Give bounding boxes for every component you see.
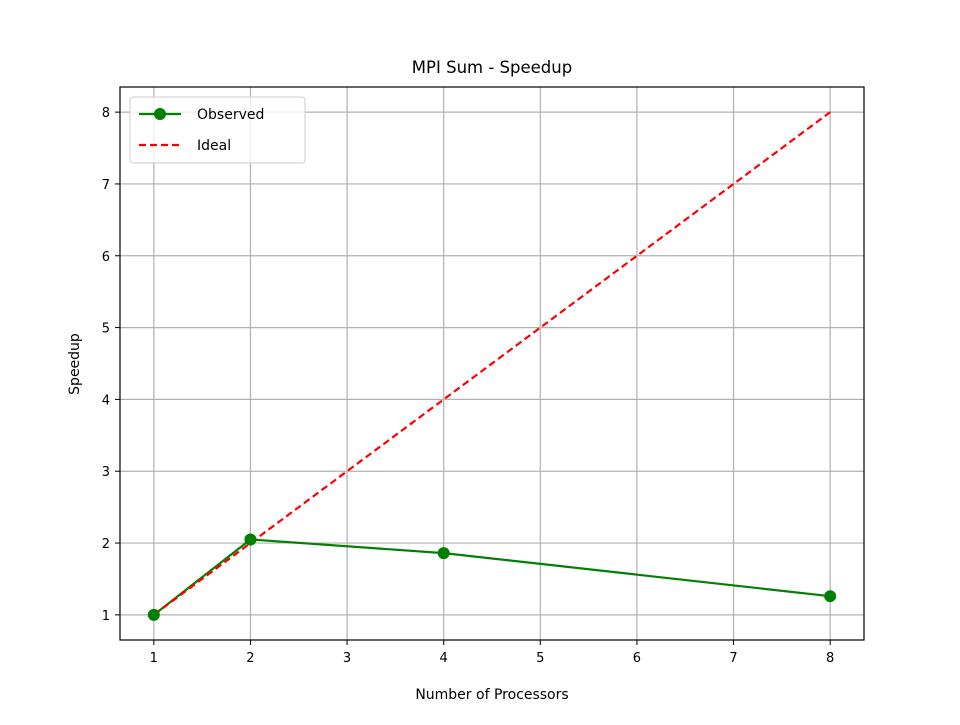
y-axis-label: Speedup — [67, 333, 83, 395]
series-layer — [147, 111, 837, 621]
data-point-observed — [244, 533, 257, 546]
y-tick-label: 4 — [102, 393, 110, 408]
x-tick-label: 7 — [729, 651, 737, 666]
data-point-observed — [437, 547, 450, 560]
x-tick-label: 2 — [246, 651, 254, 666]
y-tick-label: 7 — [102, 178, 110, 193]
legend-ideal-label: Ideal — [197, 138, 231, 154]
data-point-observed — [824, 590, 837, 603]
x-axis-label: Number of Processors — [415, 687, 568, 703]
y-tick-label: 5 — [102, 322, 110, 337]
legend-observed-label: Observed — [197, 107, 264, 123]
series-line-ideal — [153, 111, 831, 616]
chart-title: MPI Sum - Speedup — [412, 58, 572, 77]
y-tick-label: 2 — [102, 537, 110, 552]
y-tick-label: 6 — [102, 250, 110, 265]
y-tick-label: 3 — [102, 465, 110, 480]
x-tick-label: 3 — [343, 651, 351, 666]
y-axis-ticks: 1 2 3 4 5 6 7 8 — [102, 106, 120, 624]
y-tick-label: 8 — [102, 106, 110, 121]
series-line-observed — [153, 538, 831, 616]
plot-frame — [119, 86, 865, 641]
legend: Observed Ideal — [129, 96, 306, 164]
x-tick-label: 8 — [826, 651, 834, 666]
grid-lines — [120, 87, 864, 640]
x-axis-ticks: 1 2 3 4 5 6 7 8 — [150, 640, 834, 666]
legend-observed-marker — [154, 108, 166, 120]
x-tick-label: 6 — [633, 651, 641, 666]
y-tick-label: 1 — [102, 609, 110, 624]
x-tick-label: 5 — [536, 651, 544, 666]
data-point-observed — [147, 608, 160, 621]
x-tick-label: 1 — [150, 651, 158, 666]
x-tick-label: 4 — [440, 651, 448, 666]
